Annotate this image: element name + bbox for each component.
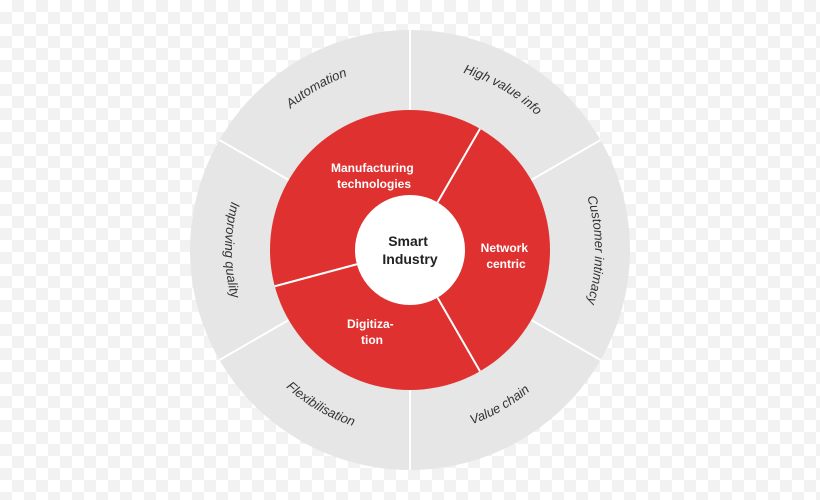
hub-circle <box>355 195 465 305</box>
radial-diagram: High value info Customer intimacy Value … <box>0 0 820 500</box>
